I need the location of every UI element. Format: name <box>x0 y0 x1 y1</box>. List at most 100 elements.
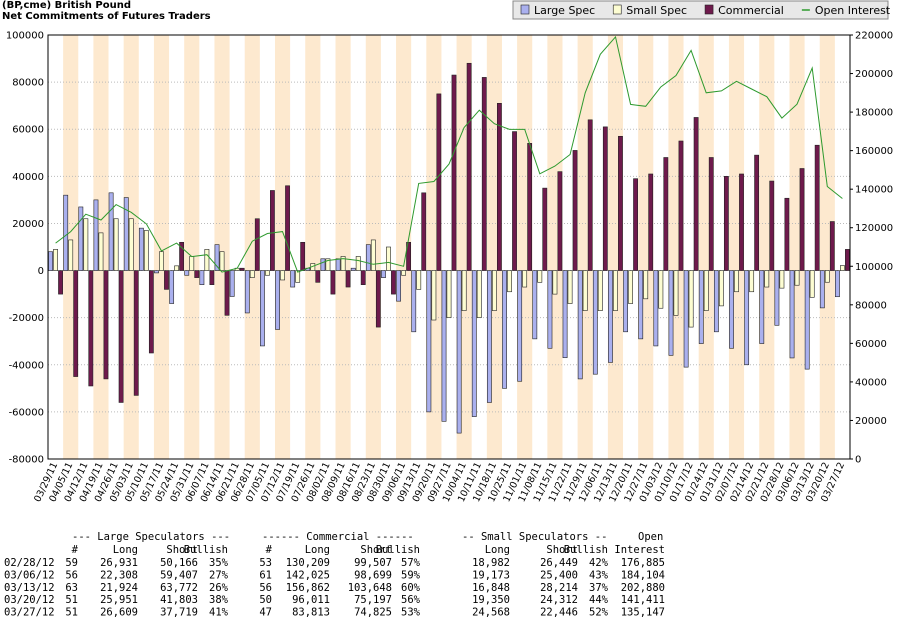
bar <box>360 270 366 285</box>
bar <box>648 173 654 271</box>
bar <box>557 171 563 271</box>
bar <box>734 270 739 293</box>
bar <box>663 157 669 271</box>
bar <box>249 270 255 278</box>
band <box>153 35 170 459</box>
bar <box>739 173 744 271</box>
bar <box>466 62 472 271</box>
y2-tick-label: 140000 <box>855 185 893 196</box>
bar <box>375 270 381 328</box>
table-cell: 44% <box>589 594 609 606</box>
table-cell: 53 <box>259 557 272 569</box>
table-cell: 02/28/12 <box>4 557 55 569</box>
bar <box>300 241 306 271</box>
table-column-header: Long <box>485 544 510 556</box>
bar <box>572 150 578 271</box>
bar <box>658 270 664 309</box>
bar <box>391 270 396 295</box>
legend-swatch <box>520 4 530 15</box>
table-cell: 22,446 <box>540 607 578 619</box>
legend-swatch <box>612 4 622 15</box>
band <box>274 35 291 459</box>
band <box>396 35 412 459</box>
table-cell: 26% <box>209 582 229 594</box>
table-group-header: -- Small Speculators -- <box>462 531 607 543</box>
table-cell: 18,982 <box>472 557 510 569</box>
bar <box>668 270 674 356</box>
bar <box>154 270 159 274</box>
legend-swatch <box>704 4 714 15</box>
table-column-header: # <box>266 544 273 556</box>
bar <box>456 270 462 434</box>
bar <box>98 232 104 271</box>
table-cell: 83,813 <box>292 607 330 619</box>
table-cell: 35% <box>209 557 229 569</box>
bar <box>164 270 169 290</box>
bar <box>280 270 285 281</box>
bar <box>759 270 765 344</box>
table-cell: 52% <box>589 607 609 619</box>
bar <box>401 270 407 276</box>
y2-tick-label: 80000 <box>855 300 887 311</box>
bar <box>350 267 356 271</box>
table-cell: 60% <box>401 582 421 594</box>
bar <box>239 267 245 271</box>
table-cell: 03/13/12 <box>4 582 55 594</box>
bar <box>835 270 840 298</box>
bar <box>118 270 124 403</box>
legend-label: Commercial <box>718 4 784 17</box>
bar <box>517 270 523 382</box>
bar <box>184 270 190 276</box>
bar <box>355 256 361 271</box>
bar <box>845 249 850 271</box>
y-tick-label: 20000 <box>12 219 44 230</box>
plot-frame <box>47 34 851 460</box>
table-cell: 99,507 <box>354 557 392 569</box>
table-cell: 103,648 <box>348 582 392 594</box>
bar <box>103 270 109 380</box>
bar <box>406 241 412 271</box>
table-cell: 142,025 <box>286 569 330 581</box>
table-cell: 41,803 <box>160 594 198 606</box>
bar <box>814 144 820 271</box>
bar <box>678 140 684 271</box>
bar <box>718 270 724 307</box>
table-cell: 47 <box>259 607 272 619</box>
bar <box>426 270 432 413</box>
table-cell: 19,173 <box>472 569 510 581</box>
bar <box>628 270 633 304</box>
bar <box>88 270 94 387</box>
legend-label: Open Interest <box>815 4 891 17</box>
table-cell: 24,312 <box>540 594 578 606</box>
y-tick-label: 100000 <box>6 31 44 42</box>
table-cell: 50,166 <box>160 557 198 569</box>
y2-tick-label: 0 <box>855 455 861 466</box>
band <box>184 35 200 459</box>
bar <box>53 249 58 271</box>
bar <box>476 270 482 318</box>
table-cell: 25,400 <box>540 569 578 581</box>
table-column-header: Interest <box>614 544 665 556</box>
bar <box>143 230 149 271</box>
y2-tick-label: 20000 <box>855 416 887 427</box>
bar <box>532 270 538 340</box>
bar <box>133 270 139 396</box>
bar <box>809 270 815 298</box>
bar <box>562 270 568 359</box>
table-cell: 56 <box>65 569 78 581</box>
bar <box>643 270 649 300</box>
y2-tick-label: 100000 <box>855 262 893 273</box>
table-cell: 130,209 <box>286 557 330 569</box>
bar <box>602 126 608 271</box>
bar <box>229 270 235 297</box>
table-column-header: Long <box>305 544 330 556</box>
bar <box>128 218 134 271</box>
bar <box>335 258 341 271</box>
table-column-header: Short <box>360 544 392 556</box>
bar <box>330 270 336 295</box>
table-cell: 43% <box>589 569 609 581</box>
table-cell: 24,568 <box>472 607 510 619</box>
bar <box>446 270 452 318</box>
table-column-header: # <box>72 544 79 556</box>
table-cell: 03/06/12 <box>4 569 55 581</box>
